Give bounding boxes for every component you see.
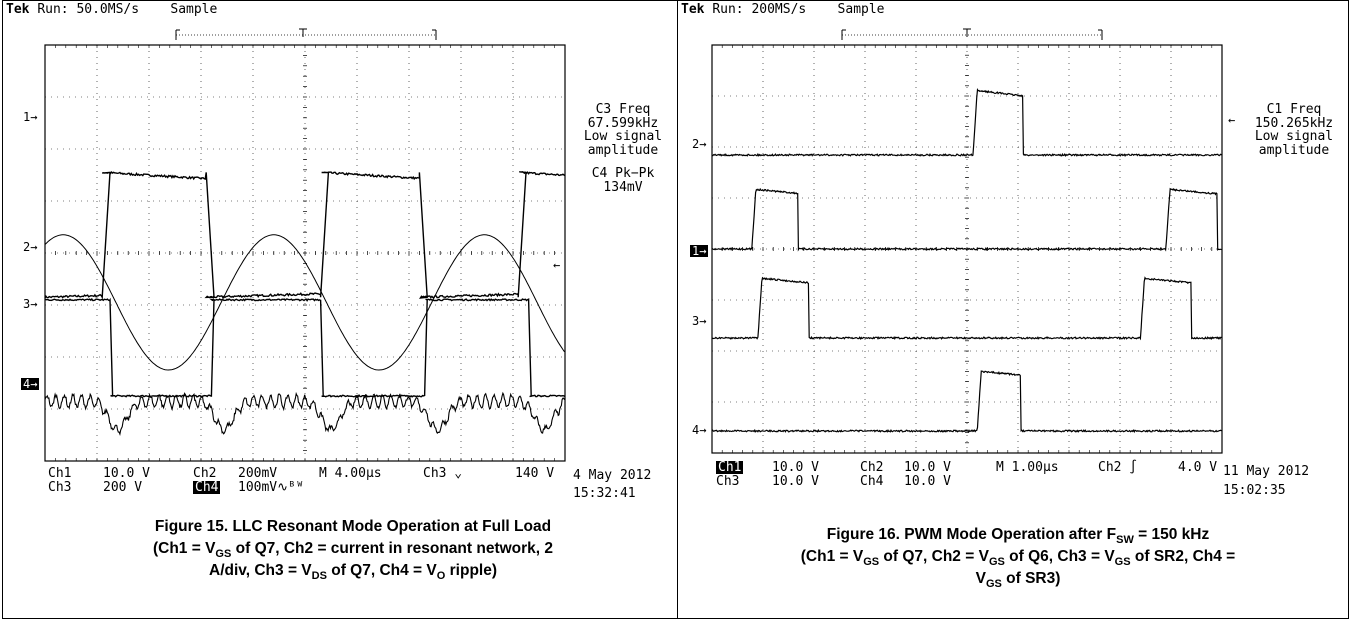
meas-note-1: Low signal [1254, 129, 1334, 144]
footer-date: 4 May 2012 [573, 468, 652, 483]
ref-arrow-icon: ← [553, 258, 561, 272]
figure-16-panel: Tek Run: 200MS/s Sample 2→ 1→ 3→ 4→ ← C1… [678, 0, 1349, 619]
footer-trigger: Ch3 ⌄ [423, 466, 463, 481]
footer-trigger-level: 140 V [515, 466, 555, 481]
meas-c3-value: 67.599kHz [587, 115, 659, 131]
footer-ch4-scale: 10.0 V [904, 474, 951, 489]
ch1-marker: 1→ [23, 110, 38, 124]
ch4-trace [44, 391, 565, 437]
scope-display [44, 28, 566, 462]
ch2-trace [712, 88, 1222, 158]
meas-c1-value: 150.265kHz [1254, 115, 1334, 131]
footer-trigger: Ch2 ∫ [1098, 460, 1138, 475]
caption-line-1: Figure 15. LLC Resonant Mode Operation a… [154, 518, 552, 535]
meas-c3-label: C3 Freq [595, 102, 651, 117]
ch3-trace [711, 276, 1222, 341]
footer-ch1-scale: 10.0 V [103, 466, 150, 481]
ref-arrow-icon: ← [1228, 113, 1236, 127]
caption-line-2: (Ch1 = VGS of Q7, Ch2 = VGS of Q6, Ch3 =… [800, 548, 1236, 569]
footer-ch3: Ch3 [48, 480, 72, 495]
footer-timebase: M 1.00µs [996, 460, 1059, 475]
scope-header: Tek Run: 50.0MS/s Sample [6, 3, 217, 16]
footer-ch2: Ch2 [860, 460, 884, 475]
figure-15-caption: Figure 15. LLC Resonant Mode Operation a… [33, 516, 673, 582]
meas-c4-value: 134mV [603, 179, 643, 195]
ch3-marker: 3→ [23, 297, 38, 311]
brand-label: Tek [681, 2, 705, 17]
footer-ch1: Ch1 [716, 460, 744, 475]
caption-line-2: (Ch1 = VGS of Q7, Ch2 = current in reson… [152, 540, 554, 561]
run-label: Run: 200MS/s [712, 2, 807, 17]
run-label: Run: 50.0MS/s [37, 2, 140, 17]
footer-ch2-scale: 200mV [238, 466, 278, 481]
ch1-trace [44, 170, 566, 300]
ch4-marker: 4→ [692, 423, 707, 437]
ch2-marker: 2→ [23, 240, 38, 254]
footer-ch4: Ch4 [193, 480, 221, 495]
footer-ch4-scale: 100mV∿ᴮᵂ [238, 480, 304, 495]
caption-line-3: VGS of SR3) [975, 570, 1061, 591]
ch4-trace [711, 370, 1222, 434]
footer-date: 11 May 2012 [1223, 464, 1310, 479]
footer-clock: 15:32:41 [573, 486, 636, 501]
ch1-marker: 1→ [690, 244, 709, 258]
meas-c4-label: C4 Pk−Pk [591, 166, 655, 181]
ch3-trace [44, 297, 566, 398]
footer-ch2-scale: 10.0 V [904, 460, 951, 475]
footer-ch1-scale: 10.0 V [772, 460, 819, 475]
scope-display [711, 28, 1223, 454]
scope-header: Tek Run: 200MS/s Sample [681, 3, 885, 16]
meas-note-1: Low signal [583, 129, 663, 144]
footer-ch3-scale: 200 V [103, 480, 143, 495]
brand-label: Tek [6, 2, 30, 17]
footer-ch3-scale: 10.0 V [772, 474, 819, 489]
ch4-marker: 4→ [21, 377, 40, 391]
footer-trigger-level: 4.0 V [1178, 460, 1218, 475]
footer-timebase: M 4.00µs [319, 466, 382, 481]
figure-15-panel: Tek Run: 50.0MS/s Sample 1→ 2→ 3→ 4→ ← C… [2, 0, 678, 619]
meas-note-2: amplitude [1258, 142, 1330, 158]
footer-ch1: Ch1 [48, 466, 72, 481]
footer-clock: 15:02:35 [1223, 483, 1286, 498]
caption-line-3: A/div, Ch3 = VDS of Q7, Ch4 = VO ripple) [209, 562, 497, 583]
mode-label: Sample [837, 2, 885, 17]
measurement-readout: C1 Freq 150.265kHz Low signal amplitude [1238, 103, 1350, 157]
meas-note-2: amplitude [587, 142, 659, 158]
ch1-trace [711, 187, 1222, 252]
caption-line-1: Figure 16. PWM Mode Operation after FSW … [826, 526, 1210, 547]
ch2-trace [44, 234, 565, 371]
footer-ch4: Ch4 [860, 474, 884, 489]
mode-label: Sample [170, 2, 218, 17]
footer-ch2: Ch2 [193, 466, 217, 481]
ch2-marker: 2→ [692, 137, 707, 151]
figure-16-caption: Figure 16. PWM Mode Operation after FSW … [698, 524, 1338, 590]
meas-c1-label: C1 Freq [1266, 102, 1322, 117]
ch3-marker: 3→ [692, 314, 707, 328]
measurement-readout: C3 Freq 67.599kHz Low signal amplitude C4 Pk… [571, 103, 675, 194]
footer-ch3: Ch3 [716, 474, 740, 489]
